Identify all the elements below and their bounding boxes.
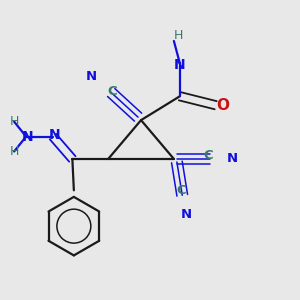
Text: N: N bbox=[22, 130, 33, 144]
Text: H: H bbox=[174, 28, 183, 41]
Text: H: H bbox=[9, 145, 19, 158]
Text: N: N bbox=[226, 152, 238, 166]
Text: C: C bbox=[203, 149, 213, 163]
Text: N: N bbox=[180, 208, 191, 221]
Text: O: O bbox=[217, 98, 230, 113]
Text: H: H bbox=[9, 115, 19, 128]
Text: N: N bbox=[174, 58, 186, 72]
Text: C: C bbox=[108, 85, 118, 98]
Text: C: C bbox=[176, 184, 186, 197]
Text: N: N bbox=[49, 128, 60, 142]
Text: N: N bbox=[86, 70, 97, 83]
